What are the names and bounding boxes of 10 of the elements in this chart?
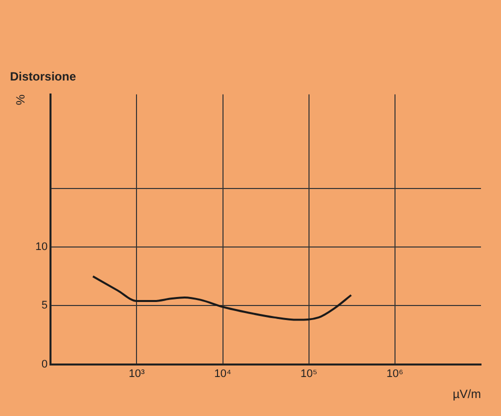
x-tick-label: 10⁴: [214, 368, 232, 380]
chart-title: Distorsione: [10, 70, 76, 84]
x-tick-label: 10⁶: [386, 368, 404, 380]
x-tick-label: 10³: [128, 368, 145, 380]
x-tick-label: 10⁵: [300, 368, 318, 380]
y-tick-label: 5: [42, 300, 48, 312]
x-axis-title: µV/m: [452, 387, 481, 402]
y-tick-label: 10: [35, 241, 48, 254]
y-axis-title: %: [14, 94, 28, 106]
y-tick-label: 0: [42, 358, 48, 370]
